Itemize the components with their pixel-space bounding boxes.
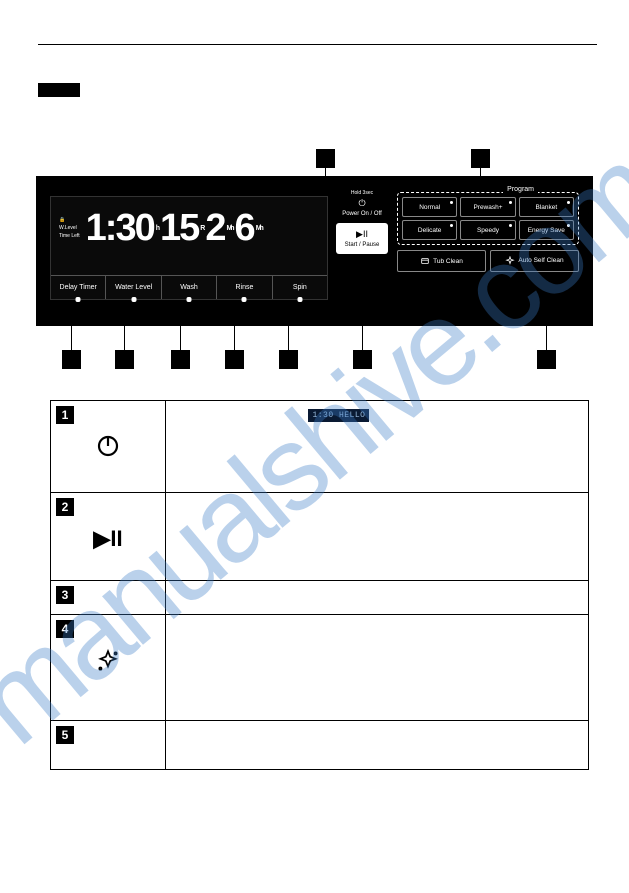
tub-clean-label: Tub Clean: [433, 258, 463, 265]
marker-b7: [537, 350, 556, 369]
aux-buttons: Tub Clean Auto Self Clean: [397, 250, 579, 272]
auto-clean-label: Auto Self Clean: [518, 258, 563, 265]
page-rule: [38, 44, 597, 45]
prog-prewash[interactable]: Prewash+: [460, 197, 515, 217]
row4-num: 4: [56, 620, 74, 638]
sup-min1: Min: [226, 225, 232, 232]
row5-num: 5: [56, 726, 74, 744]
table-row-1: 1 x 1:30 HELLO: [51, 401, 588, 493]
program-grid: Normal Prewash+ Blanket Delicate Speedy …: [402, 197, 574, 240]
marker-top-1: [316, 149, 335, 168]
leader-b5: [288, 318, 289, 350]
row3-cell-a: 3: [51, 581, 166, 614]
row5-cell-a: 5: [51, 721, 166, 769]
row2-symbol-playpause-icon: ▶II: [93, 526, 122, 552]
sup-h: h: [156, 225, 158, 232]
prog-energy-save[interactable]: Energy Save: [519, 220, 574, 240]
leader-b1: [71, 318, 72, 350]
prog-delicate[interactable]: Delicate: [402, 220, 457, 240]
table-row-2: 2 ▶II: [51, 493, 588, 581]
program-section: Program Normal Prewash+ Blanket Delicate…: [397, 192, 579, 272]
table-row-4: 4: [51, 615, 588, 721]
leader-b7: [546, 318, 547, 350]
marker-b2: [115, 350, 134, 369]
power-icon: ⏻: [358, 198, 365, 209]
tab-spin[interactable]: Spin: [273, 276, 327, 299]
lock-icon: 🔒: [59, 217, 80, 223]
mini-lcd: 1:30 HELLO: [308, 409, 369, 422]
lcd-tabs: Delay Timer Water Level Wash Rinse Spin: [51, 275, 327, 299]
tab-delay-timer[interactable]: Delay Timer: [51, 276, 106, 299]
row3-num: 3: [56, 586, 74, 604]
marker-b5: [279, 350, 298, 369]
mid-buttons: Hold 3sec ⏻ Power On / Off ▶II Start / P…: [336, 190, 388, 254]
timeleft-label: Time Left: [59, 233, 80, 239]
row4-cell-a: 4: [51, 615, 166, 720]
row4-cell-b: [166, 615, 588, 720]
marker-b4: [225, 350, 244, 369]
leader-b6: [362, 318, 363, 350]
row1-cell-b: x 1:30 HELLO: [166, 401, 588, 492]
tub-icon: [420, 256, 430, 266]
marker-b3: [171, 350, 190, 369]
prog-speedy[interactable]: Speedy: [460, 220, 515, 240]
prog-blanket[interactable]: Blanket: [519, 197, 574, 217]
sparkle-icon: [505, 256, 515, 266]
control-panel: 🔒 W.Level Time Left 1:30 h 15 R 2 Min 6 …: [36, 176, 593, 326]
digit-main: 1:30: [86, 209, 154, 247]
leader-b4: [234, 318, 235, 350]
digit-r2: 6: [235, 209, 254, 247]
sup-r: R: [200, 225, 203, 232]
prog-normal[interactable]: Normal: [402, 197, 457, 217]
marker-b6: [353, 350, 372, 369]
lcd-digits: 1:30 h 15 R 2 Min 6 Min: [86, 209, 264, 247]
tab-water-level[interactable]: Water Level: [106, 276, 161, 299]
row3-cell-b: [166, 581, 588, 614]
program-title: Program: [503, 186, 538, 193]
marker-b1: [62, 350, 81, 369]
start-label: Start / Pause: [345, 242, 380, 248]
program-box: Program Normal Prewash+ Blanket Delicate…: [397, 192, 579, 245]
row5-cell-b: [166, 721, 588, 769]
start-pause-button[interactable]: ▶II Start / Pause: [336, 223, 388, 254]
power-label: Power On / Off: [342, 211, 382, 217]
sup-min2: Min: [256, 225, 262, 232]
table-row-3: 3: [51, 581, 588, 615]
row2-num: 2: [56, 498, 74, 516]
leader-b3: [180, 318, 181, 350]
lcd-display: 🔒 W.Level Time Left 1:30 h 15 R 2 Min 6 …: [50, 196, 328, 300]
hold-label: Hold 3sec: [351, 190, 373, 196]
table-row-5: 5: [51, 721, 588, 769]
auto-self-clean-button[interactable]: Auto Self Clean: [490, 250, 579, 272]
row4-symbol-sparkle-icon: [95, 648, 121, 680]
control-panel-diagram: 🔒 W.Level Time Left 1:30 h 15 R 2 Min 6 …: [36, 176, 593, 352]
row2-cell-b: [166, 493, 588, 580]
marker-top-2: [471, 149, 490, 168]
lcd-side-labels: 🔒 W.Level Time Left: [59, 217, 80, 239]
section-bar: [38, 83, 80, 97]
playpause-icon: ▶II: [356, 229, 368, 240]
digit-mid: 15: [160, 209, 198, 247]
power-button[interactable]: Hold 3sec ⏻ Power On / Off: [336, 190, 388, 217]
digit-r1: 2: [205, 209, 224, 247]
row1-num: 1: [56, 406, 74, 424]
row1-cell-a: 1: [51, 401, 166, 492]
tab-wash[interactable]: Wash: [162, 276, 217, 299]
leader-b2: [124, 318, 125, 350]
tub-clean-button[interactable]: Tub Clean: [397, 250, 486, 272]
row1-symbol-power-icon: [96, 434, 120, 464]
tab-rinse[interactable]: Rinse: [217, 276, 272, 299]
row2-cell-a: 2 ▶II: [51, 493, 166, 580]
wlevel-label: W.Level: [59, 225, 80, 231]
description-table: 1 x 1:30 HELLO 2 ▶II 3 4: [50, 400, 589, 770]
